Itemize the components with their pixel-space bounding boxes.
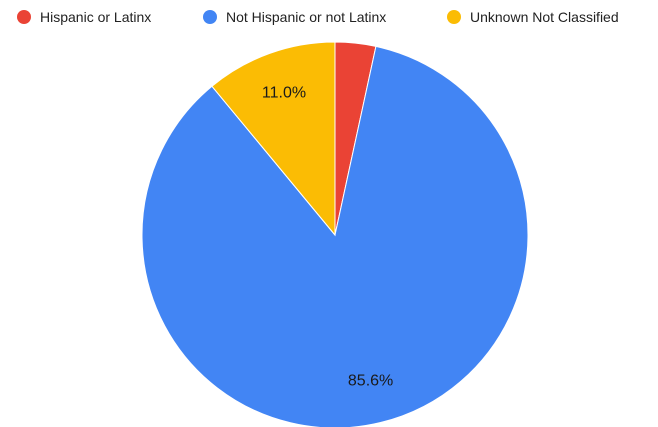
legend-marker-hispanic xyxy=(17,10,31,24)
pie-slice-not-hispanic-or-not-latinx[interactable] xyxy=(141,45,529,427)
pie-slice-labels: 85.6% 11.0% xyxy=(262,85,393,390)
pie-slice-label-not-hispanic-or-not-latinx: 85.6% xyxy=(348,372,393,389)
pie-slice-label-unknown-not-classified: 11.0% xyxy=(262,85,306,102)
legend-marker-not-hispanic xyxy=(203,10,217,24)
legend-label-not-hispanic: Not Hispanic or not Latinx xyxy=(226,9,386,25)
pie-slices xyxy=(141,41,529,427)
legend-marker-unknown xyxy=(447,10,461,24)
legend-label-hispanic: Hispanic or Latinx xyxy=(40,9,151,25)
chart-legend: Hispanic or Latinx Not Hispanic or not L… xyxy=(17,9,619,25)
pie-slice-unknown-not-classified[interactable] xyxy=(211,41,336,237)
legend-label-unknown: Unknown Not Classified xyxy=(470,9,619,25)
